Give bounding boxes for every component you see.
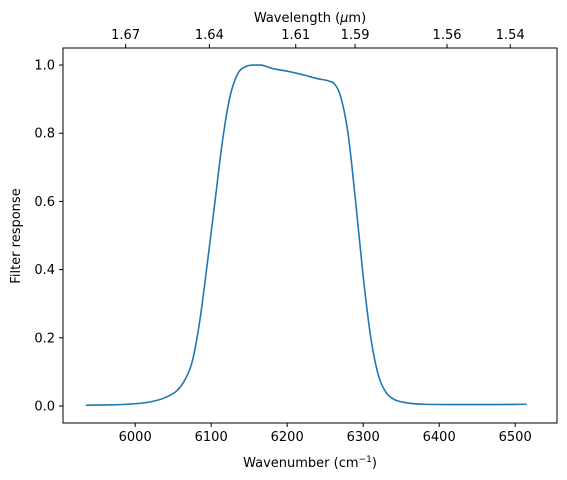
- x-tick-label: 6400: [423, 430, 456, 445]
- top-axis-label-main: Wavelength (: [254, 11, 340, 26]
- y-tick-label: 0.0: [34, 399, 55, 414]
- top-tick-label: 1.67: [111, 28, 140, 43]
- x-tick-label: 6200: [271, 430, 304, 445]
- plot-frame: [62, 47, 558, 424]
- top-tick-label: 1.54: [496, 28, 525, 43]
- plot-area: [63, 48, 557, 423]
- x-axis-label-close: ): [372, 456, 377, 471]
- x-axis-ticks: 6000 6100 6200 6300 6400 6500: [119, 423, 532, 445]
- top-tick-label: 1.61: [281, 28, 310, 43]
- y-tick-label: 0.4: [34, 263, 55, 278]
- x-tick-label: 6300: [347, 430, 380, 445]
- top-axis-label-rest: m): [348, 11, 366, 26]
- y-tick-label: 1.0: [34, 59, 55, 74]
- y-axis-ticks: 0.0 0.2 0.4 0.6 0.8 1.0: [34, 59, 63, 414]
- top-tick-label: 1.59: [341, 28, 370, 43]
- x-axis-label: Wavenumber (cm−1): [243, 455, 377, 471]
- top-axis-ticks: 1.67 1.64 1.61 1.59 1.56 1.54: [111, 28, 525, 48]
- y-tick-label: 0.2: [34, 331, 55, 346]
- top-axis-label-mu: μ: [339, 11, 348, 26]
- top-tick-label: 1.56: [433, 28, 462, 43]
- x-tick-label: 6100: [195, 430, 228, 445]
- top-axis-label: Wavelength (μm): [254, 11, 366, 26]
- series-line-0: [85, 64, 527, 407]
- x-axis-label-main: Wavenumber (cm: [243, 456, 358, 471]
- y-tick-label: 0.6: [34, 195, 55, 210]
- x-axis-label-exponent: −1: [359, 455, 372, 465]
- y-axis-label: Filter response: [9, 188, 24, 283]
- y-tick-label: 0.8: [34, 127, 55, 142]
- series-layer: [85, 64, 527, 407]
- x-tick-label: 6500: [499, 430, 532, 445]
- x-tick-label: 6000: [119, 430, 152, 445]
- top-tick-label: 1.64: [195, 28, 224, 43]
